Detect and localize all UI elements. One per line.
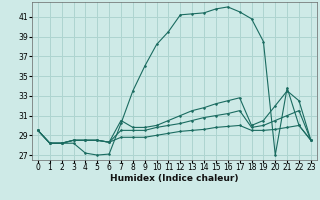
X-axis label: Humidex (Indice chaleur): Humidex (Indice chaleur)	[110, 174, 239, 183]
